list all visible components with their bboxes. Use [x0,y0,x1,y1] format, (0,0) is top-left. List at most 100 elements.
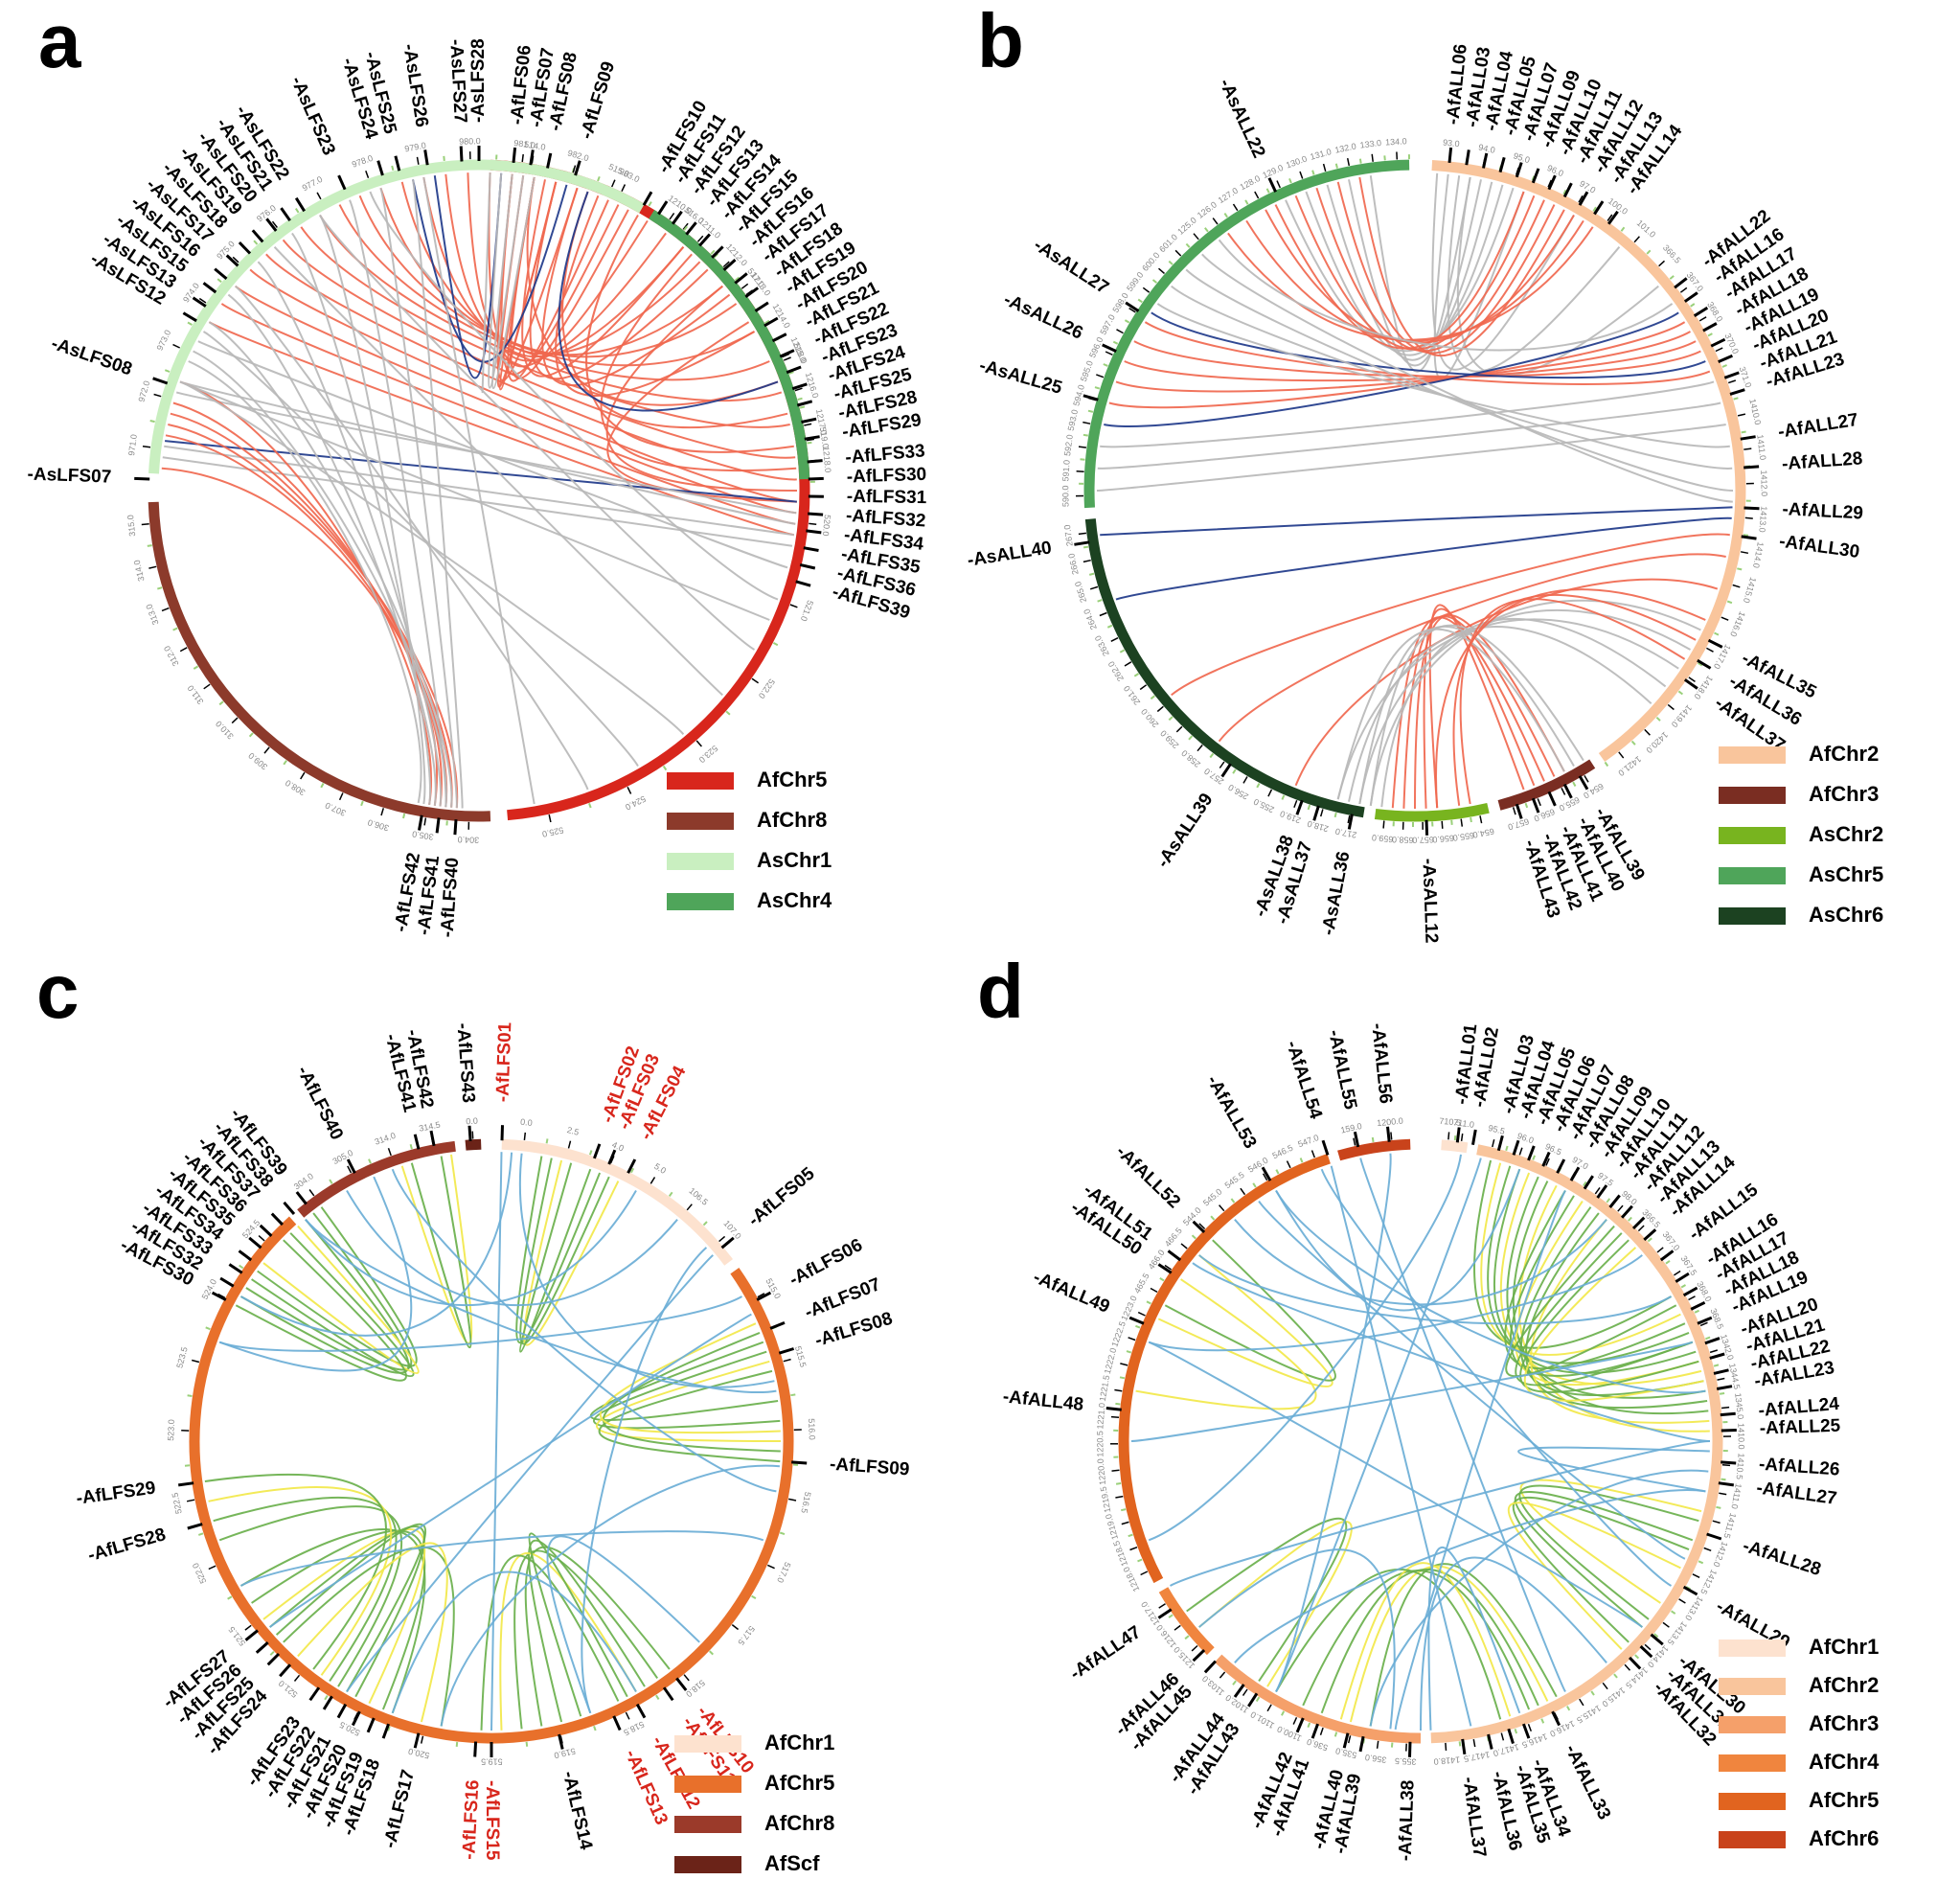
tick-label: 313.0 [144,603,160,627]
gene-marker [1741,535,1757,540]
gene-marker [799,562,816,570]
tick-label: 5.0 [652,1161,668,1176]
gene-label: -AfLFS28 [85,1525,168,1566]
tick-label: 1218.5 [1111,1540,1129,1568]
synteny-link [1108,321,1686,409]
gene-marker [1702,322,1718,332]
minor-tick [1137,298,1143,304]
axis-tick [365,171,370,179]
synteny-link [1473,1159,1672,1349]
tick-label: 1416.5 [1520,1731,1548,1750]
synteny-link [1423,608,1536,809]
chromosome-arc [297,1140,456,1218]
tick-label: 525.0 [541,825,564,839]
axis-tick [1175,725,1183,733]
tick-label: 658.0 [1392,835,1414,845]
gene-marker [423,149,429,166]
gene-marker [270,1212,284,1227]
minor-tick [1669,275,1675,280]
tick-label: 465.5 [1132,1272,1151,1295]
axis-tick [625,1711,630,1720]
gene-label: -AsALL26 [1000,289,1085,344]
axis-tick [669,212,675,220]
minor-tick [187,1394,193,1397]
synteny-link [1435,588,1706,809]
tick-label: 593.0 [1066,408,1080,431]
gene-marker [1192,1220,1206,1233]
gene-marker [1203,1660,1217,1674]
gene-marker [182,311,197,323]
tick-label: 546.5 [1271,1143,1295,1161]
tick-label: 304.0 [292,1171,315,1191]
minor-tick [648,201,652,207]
minor-tick [588,802,592,809]
synteny-link [519,1158,610,1345]
legend-label: AsChr1 [757,848,832,872]
axis-tick [1174,1624,1181,1631]
axis-tick [1115,1495,1124,1499]
legend-label: AfChr6 [1809,1826,1879,1850]
axis-tick [1128,307,1136,313]
gene-marker [807,459,823,464]
chromosome-arc [189,1216,794,1744]
chromosome-arc [1214,1654,1422,1744]
gene-marker [1128,1316,1145,1325]
synteny-link [218,1295,742,1352]
tick-label: 1345.0 [1733,1392,1745,1419]
axis-tick [1692,1573,1700,1578]
minor-tick [1628,1216,1632,1222]
minor-tick [1281,1710,1286,1716]
minor-tick [683,225,688,231]
legend-label: AsChr6 [1809,903,1883,927]
synteny-link [251,1529,426,1710]
axis-tick [1240,1187,1246,1196]
panel-b: b93.0 94.095.096.097.0100.0101.0366.5367.… [966,0,1883,944]
gene-marker [280,207,291,222]
minor-tick [1737,567,1743,571]
legend-swatch [667,772,734,790]
gene-label: -AsLFS28 [468,38,489,123]
gene-marker [763,316,779,328]
axis-tick [300,771,306,780]
synteny-link [300,226,790,428]
axis-tick [783,356,791,361]
gene-marker [1683,678,1698,690]
gene-marker [1295,799,1304,815]
gene-label: -AfLFS05 [744,1163,819,1230]
axis-tick [1699,1321,1708,1327]
synteny-link [251,1232,415,1377]
minor-tick [1690,303,1696,308]
synteny-link [305,1219,777,1393]
gene-marker [808,512,824,516]
axis-tick [695,740,702,747]
axis-tick [548,814,552,823]
gene-marker [791,1460,808,1465]
gene-marker [1556,1158,1566,1174]
minor-tick [1168,260,1174,265]
tick-label: 536.0 [1306,1736,1330,1753]
gene-label: -AfALL28 [1741,1536,1824,1580]
synteny-link [1505,1225,1677,1378]
gene-marker [187,1523,203,1530]
tick-label: 1411.5 [1721,1512,1738,1540]
tick-label: 98.0 [1620,1189,1639,1207]
gene-marker [294,196,306,213]
synteny-link [555,195,755,397]
axis-tick [1150,1287,1158,1294]
minor-tick [1168,716,1174,722]
synteny-link [1326,181,1493,361]
axis-tick [1617,1204,1624,1212]
legend: AfChr2 AfChr3 AsChr2 AsChr5 AsChr6 [1719,742,1883,927]
tick-label: 263.0 [1093,634,1111,658]
gene-marker [546,152,553,169]
gene-marker [1675,1272,1690,1283]
panel-letter: d [977,949,1024,1034]
minor-tick [1204,227,1209,233]
synteny-link [1096,424,1726,492]
gene-marker [283,1201,296,1215]
axis-tick [161,607,170,612]
chromosome-afchr5: 515.0 515.5 516.0 516.5 517.0 517.5 518.0 518.5… [166,1216,817,1767]
axis-tick [1678,1598,1686,1604]
